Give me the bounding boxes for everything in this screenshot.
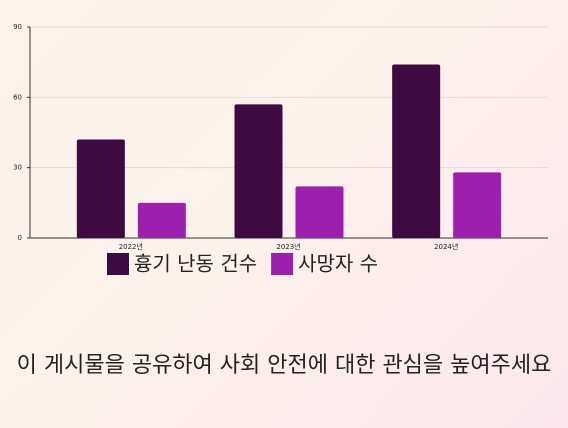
bar: [392, 64, 441, 238]
bar: [234, 104, 283, 238]
legend-swatch: [271, 253, 294, 275]
legend-swatch: [107, 253, 129, 275]
x-tick-label: 2024년: [434, 242, 458, 251]
y-tick-label: 0: [18, 234, 22, 242]
x-tick-label: 2022년: [119, 242, 143, 251]
y-tick-label: 60: [13, 93, 22, 101]
bar: [137, 202, 186, 238]
y-tick-label: 90: [13, 23, 22, 31]
y-tick-label: 30: [13, 164, 22, 172]
legend-label: 사망자 수: [298, 252, 378, 276]
bar: [453, 172, 502, 238]
footer-text: 이 게시물을 공유하여 사회 안전에 대한 관심을 높여주세요: [16, 353, 552, 378]
bar: [76, 139, 125, 238]
bar: [295, 186, 344, 238]
x-tick-label: 2023년: [276, 242, 300, 251]
legend-label: 흉기 난동 건수: [134, 252, 257, 276]
